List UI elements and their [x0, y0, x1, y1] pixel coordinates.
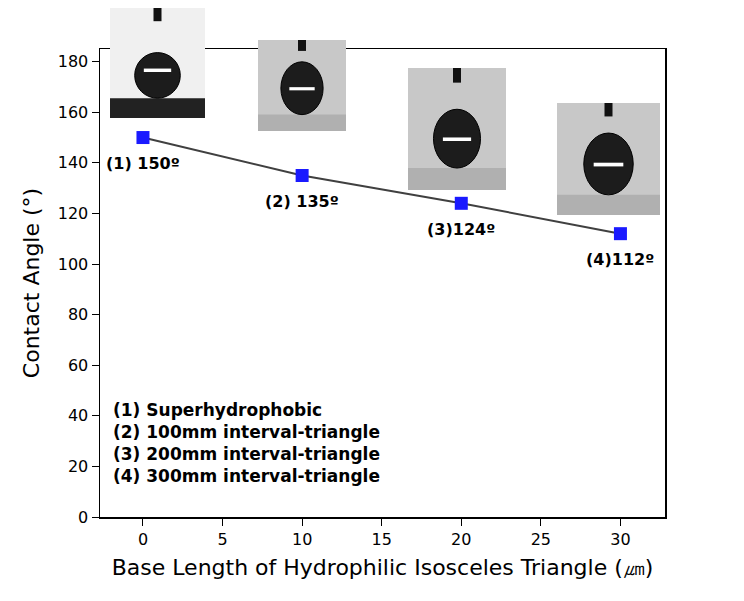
svg-text:(4)112º: (4)112º — [586, 250, 654, 269]
svg-text:20: 20 — [451, 530, 471, 549]
svg-text:Base Length of Hydrophilic Iso: Base Length of Hydrophilic Isosceles Tri… — [112, 555, 654, 580]
svg-text:0: 0 — [138, 530, 148, 549]
svg-text:30: 30 — [610, 530, 630, 549]
svg-text:120: 120 — [58, 204, 89, 223]
svg-text:(1) 150º: (1) 150º — [106, 154, 180, 173]
svg-text:80: 80 — [68, 305, 88, 324]
svg-text:(2) 135º: (2) 135º — [265, 192, 339, 211]
svg-text:20: 20 — [68, 457, 88, 476]
svg-text:160: 160 — [58, 103, 89, 122]
svg-text:40: 40 — [68, 406, 88, 425]
svg-text:140: 140 — [58, 153, 89, 172]
svg-text:0: 0 — [78, 508, 88, 527]
svg-text:25: 25 — [531, 530, 551, 549]
svg-text:180: 180 — [58, 52, 89, 71]
svg-text:100: 100 — [58, 255, 89, 274]
svg-text:(3)124º: (3)124º — [427, 220, 495, 239]
svg-text:60: 60 — [68, 356, 88, 375]
svg-text:5: 5 — [217, 530, 227, 549]
svg-text:Contact Angle (°): Contact Angle (°) — [19, 188, 44, 378]
svg-text:(1) Superhydrophobic(2) 100mm: (1) Superhydrophobic(2) 100mm interval-t… — [113, 400, 380, 486]
svg-text:10: 10 — [292, 530, 312, 549]
svg-text:15: 15 — [372, 530, 392, 549]
